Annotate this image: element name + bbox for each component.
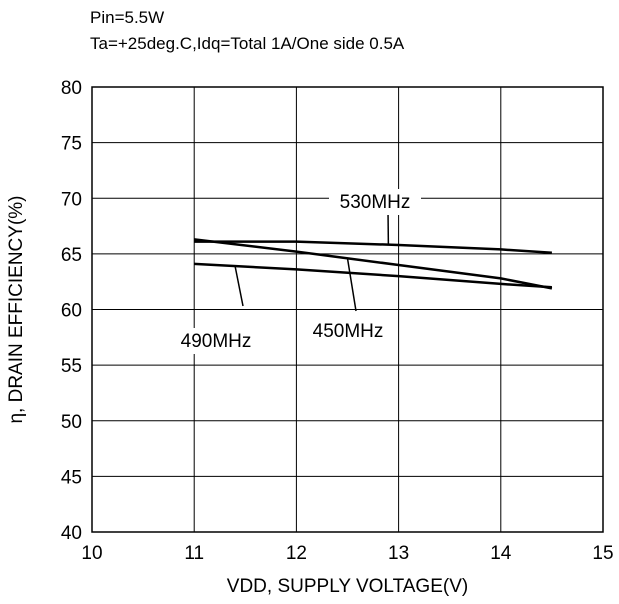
series-line <box>194 240 552 255</box>
series-label: 450MHz <box>313 321 384 342</box>
series-label-background <box>170 328 262 354</box>
series-labels: 530MHz 450MHz 490MHz <box>170 189 421 354</box>
x-tick-label: 11 <box>184 543 204 564</box>
y-tick-label: 60 <box>61 301 82 322</box>
series-label: 490MHz <box>181 331 252 352</box>
condition-pin: Pin=5.5W <box>90 8 165 27</box>
series-label-leader <box>346 258 357 312</box>
y-tick-label: 80 <box>61 78 82 99</box>
condition-temperature-idq: Ta=+25deg.C,Idq=Total 1A/One side 0.5A <box>90 34 405 53</box>
grid <box>92 87 603 532</box>
y-tick-label: 45 <box>61 467 82 488</box>
series-label-leader <box>234 265 244 307</box>
x-axis-title: VDD, SUPPLY VOLTAGE(V) <box>227 576 468 597</box>
x-tick-labels: 10 11 12 13 14 15 <box>81 543 613 564</box>
plot-frame <box>91 86 604 533</box>
y-tick-label: 40 <box>61 523 82 544</box>
series-lines <box>194 238 553 290</box>
y-tick-label: 70 <box>61 189 82 210</box>
series-line <box>194 262 552 289</box>
y-tick-label: 65 <box>61 245 82 266</box>
x-tick-label: 10 <box>81 543 102 564</box>
series-line <box>194 238 553 290</box>
y-tick-label: 55 <box>61 356 82 377</box>
series-label-background <box>302 318 394 344</box>
series-label: 530MHz <box>340 192 411 213</box>
series-label-background <box>329 189 421 215</box>
x-tick-label: 13 <box>388 543 409 564</box>
x-tick-label: 15 <box>592 543 613 564</box>
x-tick-label: 14 <box>490 543 512 564</box>
x-tick-label: 12 <box>286 543 307 564</box>
y-tick-label: 50 <box>61 412 82 433</box>
y-tick-labels: 40 45 50 55 60 65 70 75 80 <box>61 78 82 544</box>
y-tick-label: 75 <box>61 134 82 155</box>
y-axis-title: η, DRAIN EFFICIENCY(%) <box>6 195 27 423</box>
